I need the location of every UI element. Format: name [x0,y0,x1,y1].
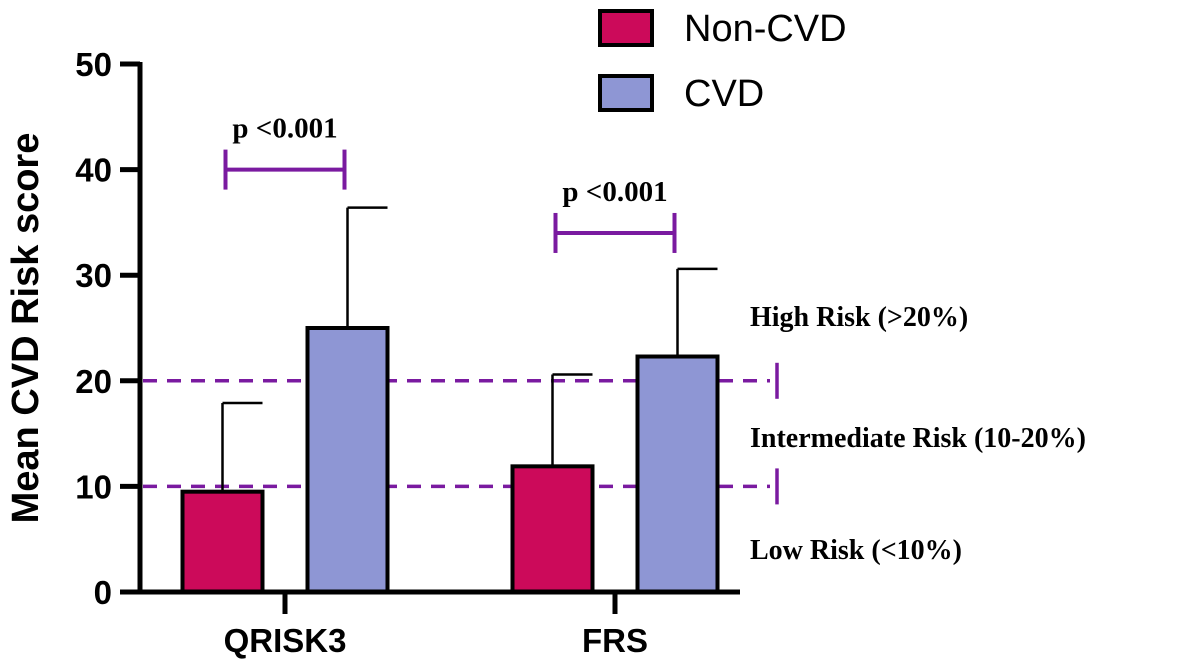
risk-zone-high-label: High Risk (>20%) [750,302,968,333]
y-tick-label-0: 0 [94,574,112,611]
x-tick-label-qrisk3: QRISK3 [224,622,347,659]
significance-markers: p <0.001 p <0.001 [223,113,677,253]
legend: Non-CVD CVD [598,8,847,115]
y-tick-label-40: 40 [75,152,112,189]
annotations: High Risk (>20%) Intermediate Risk (10-2… [750,302,1086,566]
y-axis-title: Mean CVD Risk score [5,133,47,524]
bar-frs-non-cvd [510,464,595,594]
reference-lines [143,362,779,505]
significance-label-frs: p <0.001 [562,176,667,208]
y-tick-label-50: 50 [75,46,112,83]
y-tick-label-30: 30 [75,257,112,294]
risk-zone-low-label: Low Risk (<10%) [750,535,962,566]
legend-swatch-cvd [598,74,654,112]
significance-label-qrisk3: p <0.001 [232,113,337,145]
y-axis-title-group: Mean CVD Risk score [5,133,47,524]
legend-label-cvd: CVD [684,73,764,115]
bars [180,206,720,594]
bar-qrisk3-cvd [305,326,390,594]
legend-label-non-cvd: Non-CVD [684,8,847,50]
y-tick-label-10: 10 [75,468,112,505]
axes: 0 10 20 30 40 50 QRISK3 FRS [75,46,740,659]
bar-qrisk3-non-cvd [180,489,265,594]
x-tick-label-frs: FRS [582,622,648,659]
risk-zone-intermediate-label: Intermediate Risk (10-20%) [750,423,1086,454]
bar-frs-cvd [635,354,720,594]
y-tick-label-20: 20 [75,363,112,400]
legend-swatch-non-cvd [598,9,654,47]
